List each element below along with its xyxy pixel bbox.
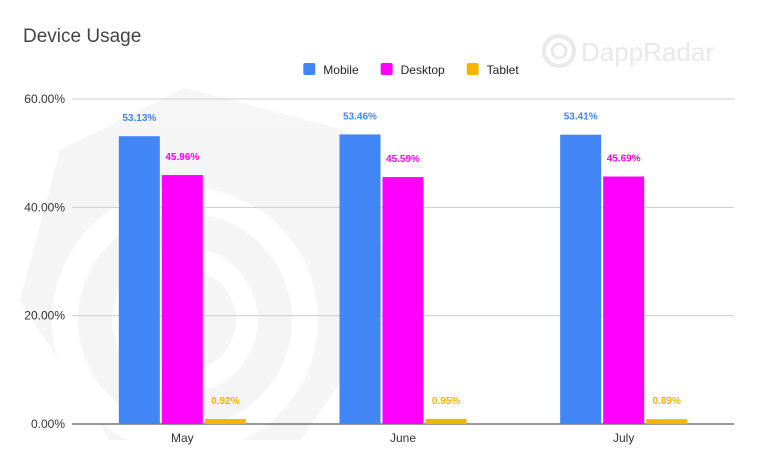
data-label: 0.89%: [652, 396, 680, 407]
legend-item-mobile: Mobile: [303, 63, 359, 77]
bar-tablet-may: [204, 419, 246, 424]
bar-mobile-may: [118, 136, 160, 424]
legend: Mobile Desktop Tablet: [303, 63, 519, 77]
bar-desktop-june: [382, 177, 424, 424]
y-tick-label: 40.00%: [24, 200, 65, 214]
data-label: 0.95%: [432, 396, 460, 407]
data-label: 45.59%: [386, 154, 420, 165]
data-label: 53.13%: [122, 113, 156, 124]
legend-swatch: [303, 63, 316, 75]
bar-desktop-july: [603, 176, 645, 424]
data-label: 53.41%: [564, 112, 598, 123]
legend-swatch: [380, 63, 393, 75]
legend-item-tablet: Tablet: [466, 63, 520, 77]
bar-desktop-may: [161, 175, 203, 424]
x-axis: May June July: [171, 431, 634, 445]
watermark-brand-text: DappRadar: [581, 37, 714, 67]
y-tick-label: 20.00%: [24, 309, 65, 323]
y-tick-label: 0.00%: [31, 417, 65, 431]
chart-title: Device Usage: [23, 26, 141, 47]
data-label: 53.46%: [343, 111, 377, 122]
y-axis: 0.00% 20.00% 40.00% 60.00%: [24, 92, 65, 431]
data-labels: 53.13% 45.96% 0.92% 53.46% 45.59% 0.95% 53.41%…: [122, 111, 681, 407]
data-label: 45.69%: [607, 154, 641, 165]
bars: [118, 134, 688, 425]
bar-mobile-june: [339, 134, 381, 425]
bar-mobile-july: [560, 134, 602, 424]
legend-label: Mobile: [323, 63, 359, 77]
data-label: 45.96%: [165, 152, 199, 163]
watermark-small-logo-icon: [542, 34, 576, 68]
x-tick-label: July: [613, 431, 634, 445]
bar-tablet-june: [425, 418, 467, 424]
x-tick-label: May: [171, 431, 194, 445]
legend-swatch: [466, 63, 479, 75]
legend-item-desktop: Desktop: [380, 63, 445, 77]
y-tick-label: 60.00%: [24, 92, 65, 106]
bar-tablet-july: [646, 419, 688, 424]
data-label: 0.92%: [211, 396, 239, 407]
x-tick-label: June: [390, 431, 416, 445]
legend-label: Desktop: [401, 63, 445, 77]
legend-label: Tablet: [487, 63, 520, 77]
